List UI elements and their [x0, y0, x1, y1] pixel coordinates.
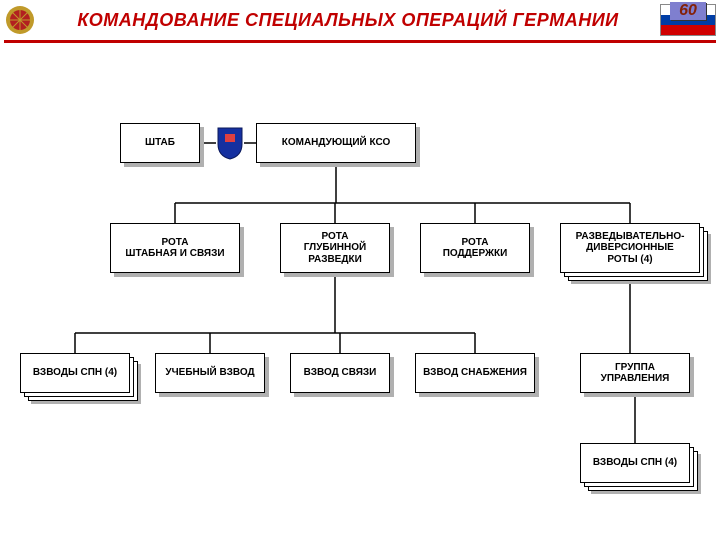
node-hq: ШТАБ	[120, 123, 200, 163]
page-number-badge: 60	[670, 2, 706, 20]
node-spn-platoons-2: ВЗВОДЫ СПН (4)	[580, 443, 690, 483]
node-signal-platoon: ВЗВОД СВЯЗИ	[290, 353, 390, 393]
flag-and-page: 60	[660, 4, 716, 36]
node-support-company: РОТАПОДДЕРЖКИ	[420, 223, 530, 273]
node-hq-signal-company: РОТАШТАБНАЯ И СВЯЗИ	[110, 223, 240, 273]
org-chart: ШТАБ КОМАНДУЮЩИЙ КСО РОТАШТАБНАЯ И СВЯЗИ…	[0, 43, 720, 537]
node-command-group: ГРУППАУПРАВЛЕНИЯ	[580, 353, 690, 393]
node-recon-sabotage-companies: РАЗВЕДЫВАТЕЛЬНО-ДИВЕРСИОННЫЕРОТЫ (4)	[560, 223, 700, 273]
node-spn-platoons-1: ВЗВОДЫ СПН (4)	[20, 353, 130, 393]
node-deep-recon-company: РОТАГЛУБИННОЙРАЗВЕДКИ	[280, 223, 390, 273]
node-training-platoon: УЧЕБНЫЙ ВЗВОД	[155, 353, 265, 393]
node-supply-platoon: ВЗВОД СНАБЖЕНИЯ	[415, 353, 535, 393]
page-title: КОМАНДОВАНИЕ СПЕЦИАЛЬНЫХ ОПЕРАЦИЙ ГЕРМАН…	[36, 10, 660, 31]
node-commander: КОМАНДУЮЩИЙ КСО	[256, 123, 416, 163]
emblem-icon	[4, 4, 36, 36]
header: КОМАНДОВАНИЕ СПЕЦИАЛЬНЫХ ОПЕРАЦИЙ ГЕРМАН…	[0, 0, 720, 40]
node-shield-icon	[216, 126, 244, 160]
